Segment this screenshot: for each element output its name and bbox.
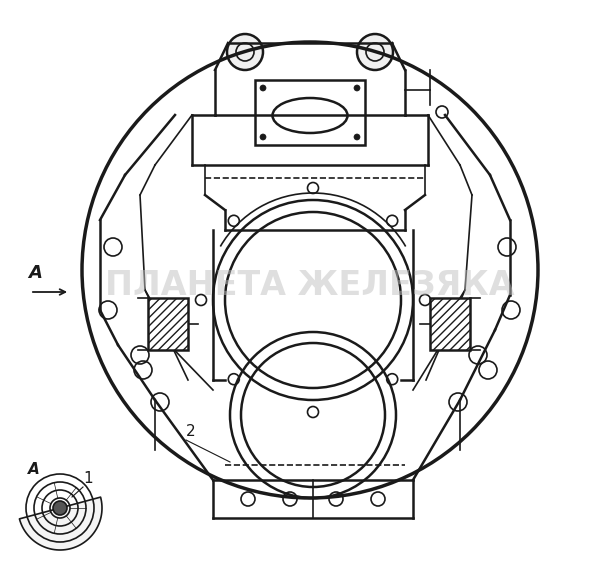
Text: A: A [28, 462, 40, 477]
Circle shape [354, 134, 360, 140]
Text: A: A [28, 264, 42, 282]
Circle shape [260, 85, 266, 91]
Text: 1: 1 [83, 471, 92, 486]
Bar [148, 298, 188, 350]
Text: 2: 2 [186, 424, 196, 439]
Bar [430, 298, 470, 350]
Circle shape [357, 34, 393, 70]
Polygon shape [19, 497, 102, 550]
Bar [255, 80, 365, 145]
Circle shape [354, 85, 360, 91]
Text: ПЛАНЕТА ЖЕЛЕЗЯКА: ПЛАНЕТА ЖЕЛЕЗЯКА [105, 268, 515, 302]
Circle shape [53, 501, 67, 515]
Circle shape [260, 134, 266, 140]
Circle shape [227, 34, 263, 70]
